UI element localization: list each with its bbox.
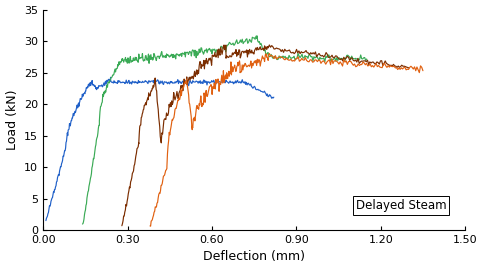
Text: Delayed Steam: Delayed Steam [355, 199, 446, 213]
X-axis label: Deflection (mm): Deflection (mm) [203, 250, 305, 263]
Y-axis label: Load (kN): Load (kN) [6, 90, 18, 150]
